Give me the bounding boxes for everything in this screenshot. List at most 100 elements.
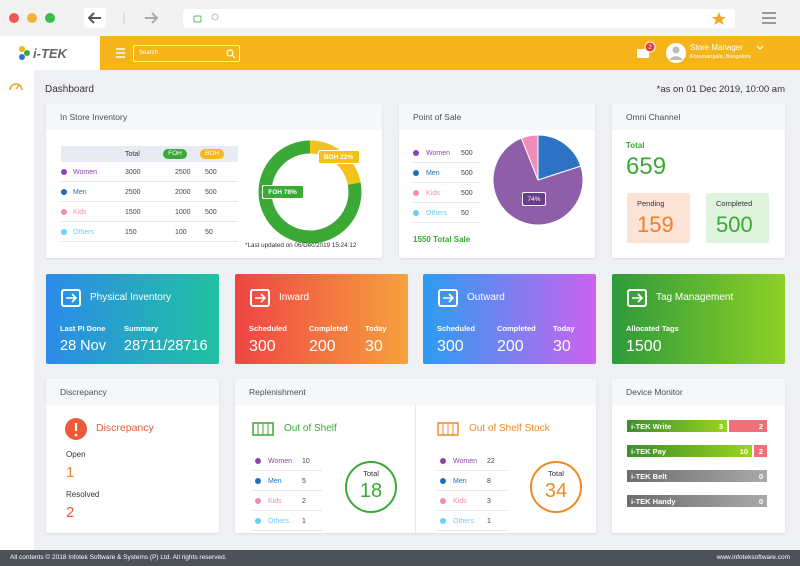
card-icon bbox=[443, 293, 455, 303]
row-separator bbox=[413, 182, 481, 183]
dashboard-icon bbox=[15, 84, 20, 90]
logo-dot bbox=[19, 46, 25, 52]
legend-dot bbox=[255, 518, 261, 524]
device-bar bbox=[627, 495, 767, 507]
total-label: Total bbox=[626, 141, 645, 150]
card-title: Omni Channel bbox=[626, 112, 681, 122]
alert-icon bbox=[74, 433, 78, 437]
replenishment-value: 10 bbox=[302, 457, 310, 465]
device-active: 0 bbox=[758, 471, 763, 481]
row-separator bbox=[413, 202, 481, 203]
replenishment-value: 5 bbox=[302, 477, 306, 485]
search-box[interactable] bbox=[133, 45, 240, 62]
device-bar bbox=[627, 420, 727, 432]
forward-arrow[interactable] bbox=[145, 12, 159, 24]
row-separator bbox=[252, 530, 322, 531]
card: Point of Sale Women 500 Men 500 Kids 500 Others… bbox=[399, 104, 595, 258]
card: Device Monitor i-TEK Write 3 2 i-TEK Pay 10 2 i… bbox=[612, 379, 785, 533]
legend-dot bbox=[413, 170, 419, 176]
sidebar bbox=[0, 70, 34, 550]
column-header: BOH bbox=[204, 150, 220, 157]
discrepancy-heading: Discrepancy bbox=[96, 422, 154, 434]
stat-value: 200 bbox=[497, 338, 524, 355]
window-maximize[interactable] bbox=[45, 13, 55, 23]
url-bar[interactable] bbox=[183, 9, 735, 28]
category-label: Others bbox=[453, 517, 475, 525]
stat-value: 300 bbox=[437, 338, 464, 355]
row-separator bbox=[413, 162, 481, 163]
stat-card: Physical Inventory Last PI Done 28 Nov Summ… bbox=[46, 274, 219, 364]
category-label: Kids bbox=[268, 497, 282, 505]
stat-card-title: Outward bbox=[467, 292, 505, 303]
legend-dot bbox=[61, 209, 67, 215]
legend-dot bbox=[440, 478, 446, 484]
table-cell: 500 bbox=[205, 168, 217, 176]
panel-divider bbox=[415, 405, 416, 533]
notification-count[interactable]: 2 bbox=[648, 44, 652, 51]
replenishment-value: 3 bbox=[487, 497, 491, 505]
legend-dot bbox=[413, 210, 419, 216]
legend-dot bbox=[413, 190, 419, 196]
window-close[interactable] bbox=[9, 13, 19, 23]
row-separator bbox=[437, 530, 507, 531]
stat-label: Scheduled bbox=[249, 324, 287, 333]
stat-value: 300 bbox=[249, 338, 276, 355]
replenishment-value: 2 bbox=[302, 497, 306, 505]
stat-card-title: Physical Inventory bbox=[90, 292, 172, 303]
search-icon bbox=[211, 13, 219, 21]
card-header bbox=[399, 104, 595, 130]
card-title: Point of Sale bbox=[413, 112, 462, 122]
logo-dot bbox=[19, 54, 25, 60]
card-icon bbox=[61, 289, 81, 307]
panel-icon bbox=[437, 422, 459, 436]
legend-dot bbox=[255, 458, 261, 464]
bookmark-star[interactable] bbox=[712, 12, 726, 25]
footer bbox=[0, 550, 800, 566]
row-separator bbox=[61, 181, 238, 182]
card-header bbox=[235, 379, 596, 405]
card-header bbox=[612, 379, 785, 405]
footer-copyright: All contents © 2018 Infotek Software & S… bbox=[10, 554, 227, 561]
user-location: Koramangala, Bangalore bbox=[690, 54, 751, 60]
pending-box: Pending 159 bbox=[627, 193, 690, 243]
user-name[interactable]: Store Manager bbox=[690, 43, 743, 52]
panel-title: Out of Shelf Stock bbox=[469, 423, 550, 434]
device-bar-inactive bbox=[729, 420, 767, 432]
total-label: Total bbox=[363, 469, 379, 478]
legend-dot bbox=[440, 498, 446, 504]
legend-dot bbox=[440, 458, 446, 464]
card-title: Discrepancy bbox=[60, 387, 107, 397]
footer-website[interactable]: www.infoteksoftware.com bbox=[716, 554, 790, 561]
back-arrow bbox=[87, 12, 101, 24]
category-label: Women bbox=[426, 149, 450, 157]
category-label: Others bbox=[268, 517, 290, 525]
window-minimize[interactable] bbox=[27, 13, 37, 23]
stat-card-title: Tag Management bbox=[656, 292, 734, 303]
completed-value: 500 bbox=[716, 212, 753, 237]
category-label: Men bbox=[268, 477, 282, 485]
table-cell: 3000 bbox=[125, 168, 141, 176]
device-name: i-TEK Pay bbox=[631, 446, 667, 456]
last-updated-note: *Last updated on 06/Dec/2019 15:24:12 bbox=[245, 242, 357, 249]
row-separator bbox=[252, 470, 322, 471]
total-value: 34 bbox=[544, 480, 568, 502]
browser-menu[interactable] bbox=[762, 12, 776, 24]
completed-label: Completed bbox=[716, 199, 753, 208]
card-header bbox=[46, 379, 219, 405]
stat-value: 30 bbox=[553, 338, 571, 355]
device-bar bbox=[627, 445, 752, 457]
legend-dot bbox=[413, 150, 419, 156]
card: Discrepancy Discrepancy Open 1 Resolved 2 bbox=[46, 379, 219, 533]
device-name: i-TEK Belt bbox=[631, 471, 667, 481]
column-pill: FOH bbox=[163, 149, 187, 159]
device-bar-inactive bbox=[754, 445, 767, 457]
legend-dot bbox=[255, 498, 261, 504]
stat-label: Scheduled bbox=[437, 324, 475, 333]
table-cell: 1000 bbox=[175, 208, 191, 216]
card-icon bbox=[255, 293, 267, 303]
total-value: 18 bbox=[359, 480, 383, 502]
pie-label-box: 74% bbox=[522, 192, 546, 206]
column-header: FOH bbox=[168, 150, 182, 157]
resolved-value: 2 bbox=[66, 504, 75, 521]
